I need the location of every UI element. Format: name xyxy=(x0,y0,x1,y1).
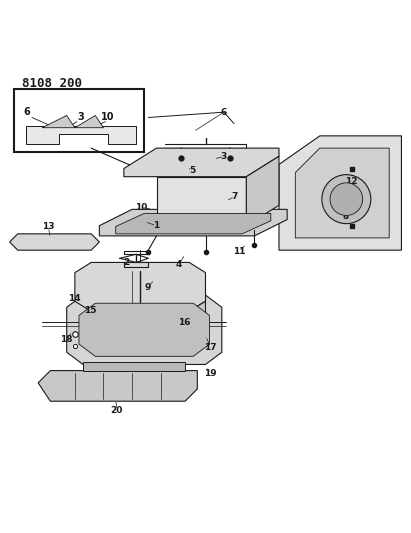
Text: 4: 4 xyxy=(176,260,182,269)
Polygon shape xyxy=(67,295,222,365)
Polygon shape xyxy=(296,148,389,238)
Polygon shape xyxy=(75,116,104,128)
Text: 6: 6 xyxy=(24,108,30,117)
Bar xyxy=(14,89,144,152)
Text: 17: 17 xyxy=(205,343,217,352)
Polygon shape xyxy=(157,177,246,225)
Polygon shape xyxy=(9,234,99,250)
Circle shape xyxy=(322,175,371,224)
Polygon shape xyxy=(75,262,206,311)
Text: 1: 1 xyxy=(153,221,159,230)
Text: 14: 14 xyxy=(68,294,81,303)
Text: 12: 12 xyxy=(345,177,358,187)
Polygon shape xyxy=(279,136,402,250)
Text: 9: 9 xyxy=(144,283,151,292)
Circle shape xyxy=(330,183,363,215)
Text: 16: 16 xyxy=(178,318,191,327)
Polygon shape xyxy=(189,301,206,336)
Text: 5: 5 xyxy=(189,166,196,175)
Text: 8108 200: 8108 200 xyxy=(22,77,82,90)
Text: 7: 7 xyxy=(232,192,238,201)
Text: 11: 11 xyxy=(233,247,245,256)
Polygon shape xyxy=(38,370,197,401)
Polygon shape xyxy=(83,362,185,370)
Text: 20: 20 xyxy=(111,406,123,415)
Polygon shape xyxy=(91,311,189,336)
Text: 15: 15 xyxy=(84,306,97,315)
Text: 19: 19 xyxy=(205,369,217,378)
Text: 3: 3 xyxy=(77,112,84,123)
Text: 2: 2 xyxy=(123,258,129,267)
Text: 6: 6 xyxy=(221,108,227,117)
Polygon shape xyxy=(246,156,279,225)
Text: 10: 10 xyxy=(102,112,115,123)
Text: 13: 13 xyxy=(42,222,55,231)
Polygon shape xyxy=(99,209,287,236)
Polygon shape xyxy=(115,213,271,234)
Text: 18: 18 xyxy=(60,335,72,344)
Polygon shape xyxy=(42,116,75,128)
Polygon shape xyxy=(79,303,210,356)
Text: 10: 10 xyxy=(135,203,147,212)
Polygon shape xyxy=(26,126,136,144)
Text: 8: 8 xyxy=(342,212,349,221)
Polygon shape xyxy=(124,148,279,177)
Text: 3: 3 xyxy=(221,152,227,161)
